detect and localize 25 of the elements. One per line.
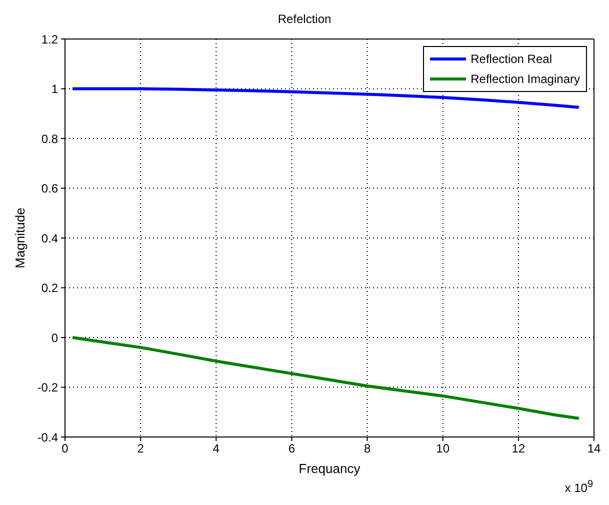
x-tick-label: 10 (436, 442, 450, 456)
legend-label: Reflection Real (470, 52, 552, 66)
y-tick-label: 0 (51, 330, 58, 345)
y-tick-label: 0.8 (41, 132, 58, 146)
legend-label: Reflection Imaginary (470, 72, 580, 86)
y-tick-label: -0.4 (37, 430, 58, 444)
x-tick-label: 2 (137, 442, 144, 456)
text: x 10$^{9}$ (564, 479, 593, 495)
x-tick-label: 6 (288, 442, 296, 456)
y-tick-label: 1 (51, 82, 58, 96)
line-series (71, 336, 580, 420)
y-axis-title: Magnitude (12, 208, 28, 268)
x-tick-label: 12 (512, 442, 526, 456)
y-tick-label: 1.2 (41, 32, 58, 46)
line-series (71, 87, 580, 109)
y-tick-label: 0.2 (41, 281, 58, 296)
chart-title: Refelction (276, 12, 332, 26)
x-tick-label: 0 (62, 442, 69, 456)
x-axis-title: Frequancy (298, 461, 361, 476)
y-tick-label: 0.4 (41, 231, 58, 246)
y-tick-label: -0.2 (37, 380, 58, 395)
y-tick-label: 0.6 (41, 182, 58, 196)
x-tick-label: 14 (587, 442, 601, 456)
x-tick-label: 4 (212, 442, 220, 456)
x-tick-label: 8 (364, 442, 371, 456)
